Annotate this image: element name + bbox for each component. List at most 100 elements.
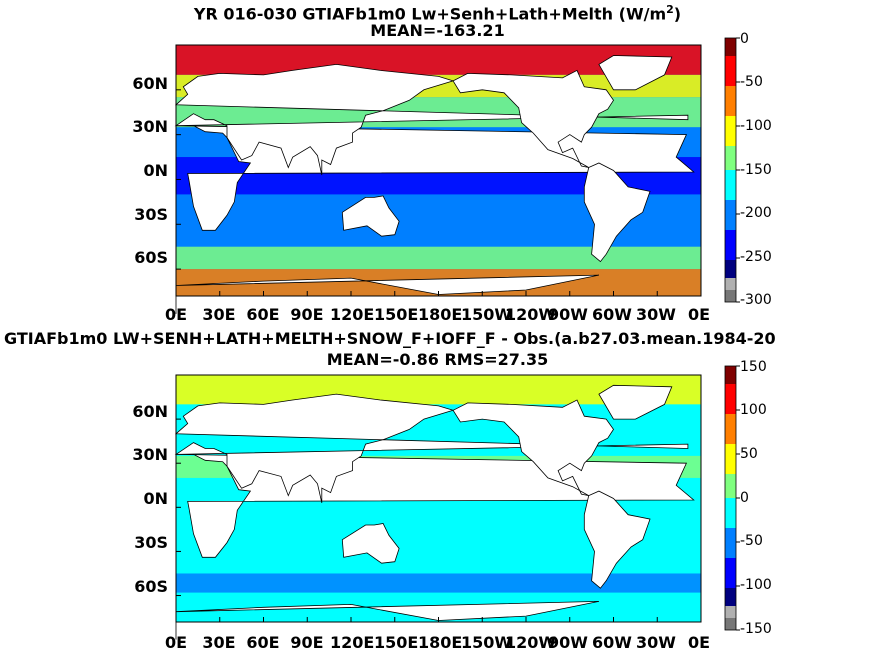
colorbar-segment — [725, 248, 736, 255]
bottom-colorbar-tick: 150 — [740, 359, 767, 375]
colorbar-segment — [725, 176, 736, 183]
top-colorbar-tick: -150 — [740, 162, 772, 178]
top-lon-label: 30W — [636, 305, 676, 324]
colorbar-segment — [725, 414, 736, 421]
bottom-lon-label: 0E — [687, 633, 711, 652]
land-outline — [583, 162, 651, 263]
colorbar-segment — [725, 528, 736, 535]
colorbar-segment — [725, 474, 736, 481]
top-lat-label: 0N — [143, 161, 168, 180]
colorbar-segment — [725, 582, 736, 589]
top-map-panel — [174, 44, 702, 314]
colorbar-segment — [725, 438, 736, 445]
bottom-lon-label: 90W — [548, 633, 588, 652]
land-outline — [175, 601, 599, 640]
top-panel-title: YR 016-030 GTIAFb1m0 Lw+Senh+Lath+Melth … — [0, 0, 875, 24]
top-colorbar-tick: -100 — [740, 118, 772, 134]
bottom-map-panel — [174, 374, 702, 640]
colorbar-segment — [725, 420, 736, 427]
colorbar-segment — [725, 576, 736, 583]
colorbar-segment — [725, 396, 736, 403]
land-outline — [175, 274, 599, 314]
colorbar-segment — [725, 366, 736, 373]
colorbar-segment — [725, 140, 736, 147]
top-lon-label: 120W — [505, 305, 557, 324]
bottom-colorbar-tick: 50 — [740, 446, 758, 462]
colorbar-segment — [725, 522, 736, 529]
colorbar-segment — [725, 92, 736, 99]
colorbar-segment — [725, 266, 736, 273]
colorbar-segment — [725, 188, 736, 195]
top-lon-label: 120E — [330, 305, 375, 324]
bottom-lon-label: 30W — [636, 633, 676, 652]
top-lon-label: 0E — [164, 305, 188, 324]
land-outline — [583, 490, 651, 589]
top-colorbar-tick: -300 — [740, 292, 772, 308]
top-panel-subtitle: MEAN=-163.21 — [370, 21, 505, 40]
colorbar-segment — [725, 272, 736, 279]
colorbar-segment — [725, 86, 736, 93]
top-colorbar-tick: -250 — [740, 249, 772, 265]
top-lon-label: 180E — [418, 305, 463, 324]
colorbar-segment — [725, 230, 736, 237]
colorbar-segment — [725, 68, 736, 75]
colorbar-segment — [725, 182, 736, 189]
field-band — [176, 573, 701, 593]
colorbar-segment — [725, 194, 736, 201]
land-outline — [174, 393, 689, 503]
top-lon-label: 150E — [374, 305, 419, 324]
colorbar-segment — [725, 588, 736, 595]
colorbar-segment — [725, 432, 736, 439]
bottom-colorbar-tick: -150 — [740, 621, 772, 637]
colorbar-segment — [725, 170, 736, 177]
land-outline — [341, 523, 400, 564]
bottom-lat-label: 60N — [132, 402, 168, 421]
bottom-lon-label: 60E — [246, 633, 280, 652]
bottom-panel-subtitle: MEAN=-0.86 RMS=27.35 — [326, 350, 549, 369]
colorbar-under-cap — [725, 606, 736, 618]
bottom-panel-title: GTIAFb1m0 LW+SENH+LATH+MELTH+SNOW_F+IOFF… — [4, 329, 776, 348]
land-outline — [452, 69, 614, 168]
colorbar-under-cap — [725, 278, 736, 290]
colorbar-segment — [725, 38, 736, 45]
colorbar-segment — [725, 62, 736, 69]
field-band — [176, 246, 701, 270]
colorbar-segment — [725, 122, 736, 129]
bottom-lat-label: 30N — [132, 445, 168, 464]
top-title-text: YR 016-030 GTIAFb1m0 Lw+Senh+Lath+Melth … — [193, 4, 667, 24]
top-colorbar-tick: -50 — [740, 74, 763, 90]
top-title-superscript: 2 — [666, 3, 674, 16]
colorbar-segment — [725, 206, 736, 213]
colorbar-segment — [725, 128, 736, 135]
colorbar-segment — [725, 480, 736, 487]
colorbar-segment — [725, 152, 736, 159]
colorbar-segment — [725, 426, 736, 433]
bottom-lon-label: 30E — [202, 633, 236, 652]
bottom-lon-label: 0E — [164, 633, 188, 652]
top-lat-label: 60S — [134, 248, 168, 267]
colorbar-segment — [725, 552, 736, 559]
colorbar-segment — [725, 540, 736, 547]
top-colorbar-tick: -200 — [740, 205, 772, 221]
bottom-lon-label: 150W — [461, 633, 513, 652]
colorbar-segment — [725, 504, 736, 511]
colorbar-segment — [725, 98, 736, 105]
colorbar-segment — [725, 570, 736, 577]
top-lon-label: 0E — [687, 305, 711, 324]
top-lat-label: 30N — [132, 117, 168, 136]
colorbar-segment — [725, 104, 736, 111]
colorbar-segment — [725, 456, 736, 463]
bottom-lon-label: 150E — [374, 633, 419, 652]
bottom-lon-label: 120E — [330, 633, 375, 652]
bottom-lon-label: 60W — [592, 633, 632, 652]
top-lon-label: 60E — [246, 305, 280, 324]
colorbar-segment — [725, 80, 736, 87]
bottom-colorbar-tick: -100 — [740, 577, 772, 593]
land-outline — [452, 399, 614, 496]
top-lat-label: 60N — [132, 74, 168, 93]
colorbar-segment — [725, 600, 736, 607]
colorbar-segment — [725, 546, 736, 553]
colorbar-segment — [725, 372, 736, 379]
colorbar-segment — [725, 56, 736, 63]
